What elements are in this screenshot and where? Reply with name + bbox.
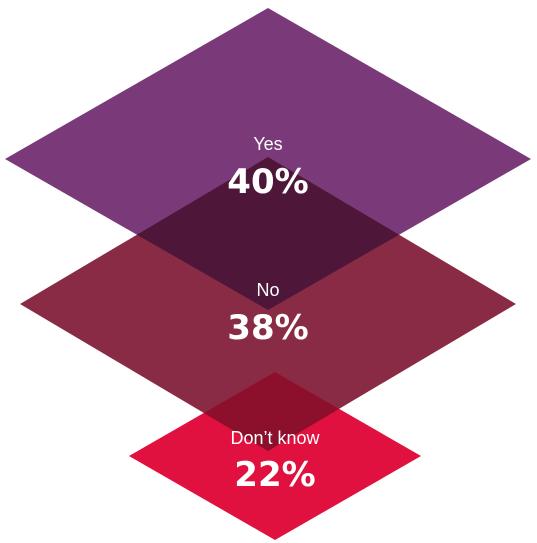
overlap-yes-no <box>136 157 400 310</box>
category-label-no: No <box>256 280 279 300</box>
category-label-yes: Yes <box>253 134 282 154</box>
diamond-dont-know <box>129 372 421 540</box>
category-label-dont-know: Don’t know <box>230 428 320 448</box>
overlap-layer <box>136 157 400 451</box>
label-layer: Yes 40% No 38% Don’t know 22% <box>227 134 320 495</box>
value-label-no: 38% <box>227 308 308 348</box>
overlap-no-dont-know <box>203 372 340 451</box>
value-label-yes: 40% <box>227 162 308 202</box>
value-label-dont-know: 22% <box>234 455 315 495</box>
